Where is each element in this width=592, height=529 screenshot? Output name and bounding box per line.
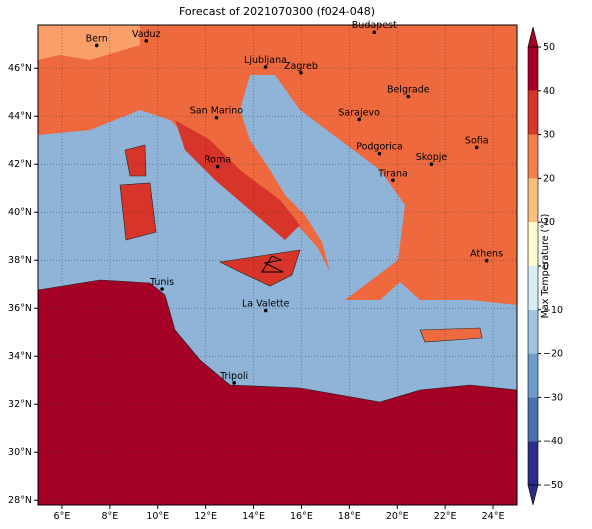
colorbar: −50 −40 −30 −20 −10 0 10 20 30 40 50	[527, 26, 563, 506]
sicily	[219, 249, 301, 287]
y-tick-label: 32°N	[8, 399, 32, 410]
city-dot	[372, 30, 377, 34]
x-tick-label: 20°E	[386, 511, 409, 522]
colorbar-segment	[528, 266, 538, 310]
colorbar-label: Max Temperature (°C)	[540, 214, 551, 319]
city-label: Zagreb	[284, 61, 318, 72]
city-dot	[94, 43, 99, 48]
city-dot	[377, 151, 382, 156]
x-tick-label: 24°E	[482, 511, 505, 522]
y-tick-label: 40°N	[8, 207, 32, 218]
colorbar-tick-label: 0	[543, 261, 549, 272]
colorbar-segment	[528, 309, 538, 354]
city-label: Tripoli	[219, 371, 248, 382]
city-dot	[357, 117, 361, 122]
x-tick-label: 8°E	[101, 511, 118, 522]
city-dot	[391, 178, 395, 183]
city-label: Sofia	[465, 135, 489, 146]
colorbar-tick-label: −30	[543, 392, 563, 403]
x-tick-label: 18°E	[338, 511, 361, 522]
colorbar-tick-label: −20	[543, 349, 563, 360]
city-dot	[429, 162, 434, 166]
city-dot	[215, 164, 220, 169]
city-dot	[406, 94, 411, 99]
city-label: La Valette	[242, 299, 290, 310]
city-label: Skopje	[416, 152, 448, 163]
colorbar-tick-label: 20	[543, 173, 555, 184]
x-tick-label: 12°E	[194, 511, 217, 522]
city-label: Roma	[204, 155, 231, 166]
colorbar-tick-label: 50	[543, 42, 555, 53]
y-tick-label: 44°N	[8, 111, 32, 122]
colorbar-arrow-bottom	[527, 484, 539, 506]
y-tick-label: 42°N	[8, 159, 32, 170]
city-label: Tirana	[377, 168, 408, 179]
y-tick-label: 38°N	[8, 255, 32, 266]
city-label: Budapest	[352, 20, 397, 31]
colorbar-tick-label: 40	[543, 86, 555, 97]
colorbar-segment	[528, 397, 538, 442]
y-tick-label: 28°N	[8, 495, 32, 506]
y-tick-label: 46°N	[8, 63, 32, 74]
city-label: Podgorica	[356, 142, 403, 153]
city-label: Tunis	[149, 277, 174, 288]
city-dot	[144, 39, 149, 43]
city-dot	[160, 287, 164, 291]
city-dot	[299, 70, 303, 75]
colorbar-segment	[528, 353, 538, 398]
x-tick-label: 6°E	[54, 511, 71, 522]
colorbar-segment	[528, 441, 538, 485]
city-label: Belgrade	[387, 85, 430, 96]
x-tick-label: 10°E	[146, 511, 169, 522]
star-marker	[261, 255, 284, 273]
colorbar-tick-label: −10	[543, 305, 563, 316]
y-tick-label: 30°N	[8, 447, 32, 458]
land-cool	[38, 25, 140, 60]
colorbar-segment	[528, 47, 538, 91]
colorbar-tick-label: −40	[543, 436, 563, 447]
city-dot	[263, 65, 268, 69]
city-dot	[474, 145, 479, 150]
city-label: Athens	[470, 249, 503, 260]
x-tick-label: 14°E	[242, 511, 265, 522]
colorbar-tick-label: 10	[543, 217, 555, 228]
corsica	[124, 144, 147, 177]
city-label: Vaduz	[132, 29, 161, 40]
crete	[419, 327, 483, 343]
sardinia	[119, 182, 157, 241]
grid: 6°E 8°E 10°E 12°E 14°E 16°E 18°E 20°E 22°E 24°E 28…	[8, 25, 517, 522]
city-label: Ljubljana	[244, 55, 287, 66]
city-label: Sarajevo	[338, 108, 380, 119]
x-tick-label: 16°E	[290, 511, 313, 522]
italy-hot	[175, 120, 300, 240]
adriatic-sea	[240, 75, 405, 300]
city-label: Bern	[86, 33, 108, 44]
city-label: San Marino	[190, 106, 243, 117]
city-dot	[232, 381, 236, 385]
city-dot	[484, 258, 489, 263]
map-frame	[37, 24, 518, 506]
city-dot	[214, 115, 219, 120]
city-dot	[263, 308, 268, 313]
colorbar-tick-label: 30	[543, 130, 555, 141]
colorbar-segment	[528, 90, 538, 135]
colorbar-arrow-top	[527, 26, 539, 48]
y-tick-label: 34°N	[8, 351, 32, 362]
title: Forecast of 2021070300 (f024-048)	[179, 5, 375, 18]
colorbar-tick-label: −50	[543, 480, 563, 491]
colorbar-segment	[528, 222, 538, 266]
colorbar-segment	[528, 178, 538, 223]
colorbar-segment	[528, 134, 538, 179]
x-tick-label: 22°E	[434, 511, 457, 522]
y-tick-label: 36°N	[8, 303, 32, 314]
